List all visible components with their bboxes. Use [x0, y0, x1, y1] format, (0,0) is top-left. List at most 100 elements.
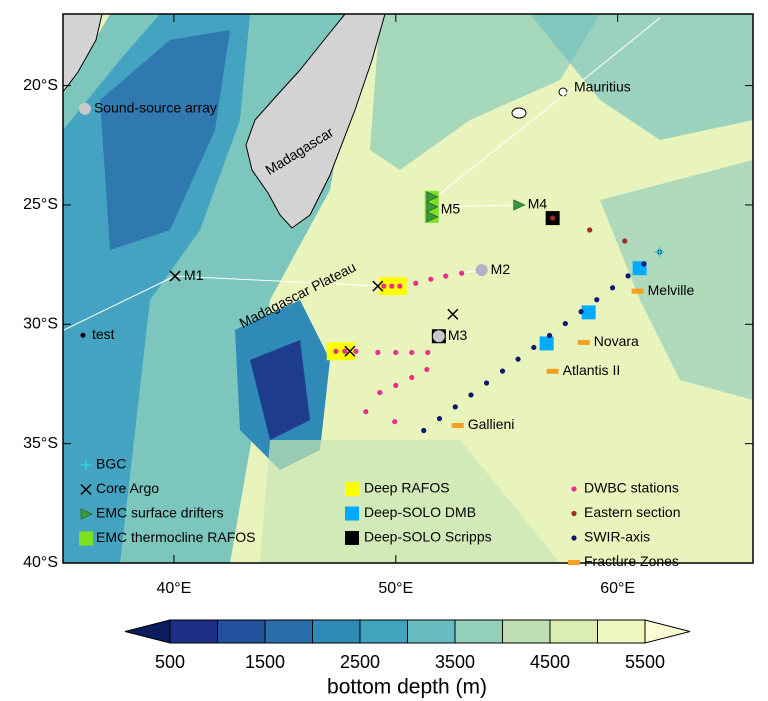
marker	[447, 308, 459, 320]
marker	[539, 336, 554, 351]
marker	[397, 283, 403, 289]
marker	[622, 238, 628, 244]
legend-marker	[571, 486, 577, 492]
marker	[468, 392, 474, 398]
legend-marker	[80, 508, 93, 520]
legend-label: EMC surface drifters	[96, 505, 224, 521]
marker	[426, 191, 439, 203]
marker	[428, 276, 434, 282]
marker	[393, 349, 399, 356]
marker	[409, 374, 415, 381]
place-label: Mauritius	[574, 79, 631, 95]
colorbar-tick-label: 2500	[340, 652, 380, 672]
legend-marker	[568, 560, 580, 565]
colorbar-box	[549, 619, 598, 644]
marker	[353, 348, 359, 354]
colorbar-box	[217, 619, 266, 644]
site-marker	[80, 332, 86, 338]
colorbar-box	[502, 619, 551, 644]
legend-label: Deep-SOLO Scripps	[364, 529, 492, 545]
colorbar-box	[454, 619, 503, 644]
marker	[344, 345, 356, 357]
legend-label: Core Argo	[96, 480, 159, 496]
legend-marker	[571, 510, 577, 517]
colorbar-tick-label: 4500	[530, 652, 570, 672]
y-tick-label: 20°S	[23, 77, 58, 94]
marker	[424, 366, 430, 373]
marker	[578, 309, 584, 315]
y-tick-label: 25°S	[23, 196, 58, 213]
x-tick-label: 60°E	[600, 580, 635, 597]
colorbar-box	[169, 619, 218, 644]
map-frame	[62, 13, 754, 564]
point-label: Gallieni	[468, 416, 515, 432]
marker	[436, 415, 443, 422]
marks: M5 M1 M4 Melville Novara Atlantis II Gallieni S…	[78, 99, 695, 434]
marker	[421, 427, 427, 434]
colorbar-tick-label: 1500	[245, 652, 285, 672]
marker	[531, 344, 537, 351]
legend: BGC Core Argo EMC surface drifters EMC ther…	[79, 456, 681, 569]
marker	[499, 368, 506, 374]
marker	[581, 305, 596, 320]
marker	[169, 270, 181, 282]
site-label: M3	[448, 327, 468, 343]
legend-label: Eastern section	[584, 504, 681, 520]
colorbar-title: bottom depth (m)	[327, 676, 487, 699]
legend-marker	[345, 482, 359, 496]
colorbar-end	[124, 619, 171, 644]
marker	[641, 261, 647, 267]
marker	[513, 199, 526, 211]
legend-label: SWIR-axis	[584, 529, 650, 545]
colorbar-tick-label: 500	[155, 652, 185, 672]
colorbar: 500 1500 2500 3500 4500 5500 bottom depth (m)	[124, 619, 691, 699]
marker	[587, 227, 593, 233]
colorbar-box	[597, 619, 646, 644]
x-tick-label: 40°E	[156, 580, 191, 597]
marker	[654, 246, 665, 257]
y-tick-label: 35°S	[23, 435, 58, 452]
legend-marker	[345, 506, 359, 521]
marker	[409, 349, 415, 356]
legend-marker	[79, 531, 93, 546]
y-tick-label: 40°S	[23, 554, 58, 571]
marker	[550, 215, 556, 221]
marker	[631, 288, 644, 294]
legend-label: Fracture Zones	[584, 553, 679, 569]
bathymetry	[63, 14, 753, 563]
legend-marker	[571, 535, 577, 541]
marker	[609, 285, 616, 291]
marker	[546, 332, 553, 339]
legend-marker	[345, 531, 359, 545]
site-label: Sound-source array	[94, 99, 217, 115]
marker	[389, 283, 395, 289]
point-label: Novara	[594, 333, 639, 349]
marker	[426, 201, 439, 213]
colorbar-box	[312, 619, 361, 644]
marker	[372, 280, 384, 292]
marker	[381, 283, 387, 289]
marker	[459, 270, 465, 276]
site-label: test	[92, 326, 115, 342]
legend-marker	[80, 483, 92, 496]
marker	[562, 320, 568, 327]
axes: 40°E 50°E 60°E 20°S 25°S 30°S 35°S 40°S	[23, 14, 753, 597]
legend-label: BGC	[96, 456, 126, 472]
site-marker	[432, 330, 445, 343]
point-label: M1	[184, 267, 204, 283]
y-tick-label: 30°S	[23, 316, 58, 333]
point-label: Melville	[648, 282, 695, 298]
marker	[326, 342, 355, 361]
marker	[443, 273, 449, 279]
marker	[452, 404, 458, 410]
marker	[363, 409, 369, 415]
marker	[413, 280, 419, 286]
marker	[577, 339, 590, 345]
marker	[594, 297, 600, 303]
colorbar-tick-label: 3500	[435, 652, 475, 672]
marker	[426, 211, 439, 223]
marker	[377, 389, 383, 396]
marker	[451, 423, 464, 429]
